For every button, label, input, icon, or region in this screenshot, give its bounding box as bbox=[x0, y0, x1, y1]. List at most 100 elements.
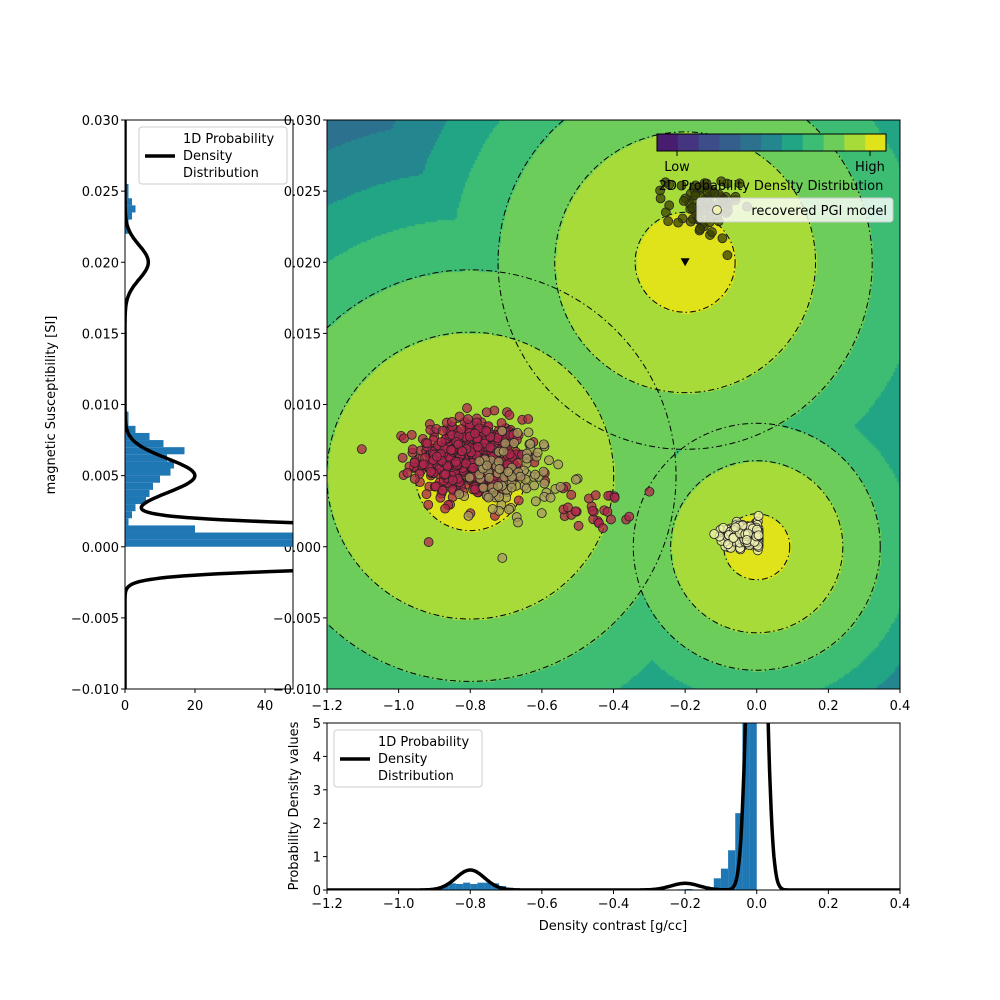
y-tick-label: 0.020 bbox=[82, 256, 119, 271]
scatter-point bbox=[463, 414, 473, 424]
x-tick-label: −0.2 bbox=[669, 897, 701, 912]
bottom-legend-label-2: Density bbox=[378, 752, 428, 767]
y-tick-label: −0.010 bbox=[71, 683, 119, 698]
scatter-point bbox=[753, 510, 764, 521]
scatter-point bbox=[536, 508, 547, 519]
scatter-point bbox=[406, 429, 417, 440]
scatter-point bbox=[734, 178, 745, 189]
colorbar-low-label: Low bbox=[664, 160, 690, 175]
scatter-point bbox=[485, 442, 496, 453]
scatter-point bbox=[456, 424, 467, 435]
x-tick-label: 20 bbox=[187, 699, 204, 714]
y-tick-label: 0.005 bbox=[284, 470, 321, 485]
histogram-bar bbox=[728, 850, 736, 890]
bottom-axes-ticks: −1.2 −1.0 −0.8 −0.6 −0.4 −0.2 0.0 0.2 0.4 0 1 2 3 4 5 bbox=[311, 717, 910, 912]
scatter-point bbox=[753, 530, 764, 541]
y-tick-label: 0.030 bbox=[82, 114, 119, 129]
histogram-bar bbox=[125, 468, 171, 476]
contour-lines bbox=[327, 120, 881, 682]
scatter-point bbox=[356, 444, 367, 455]
left-ylabel: magnetic Susceptibility [SI] bbox=[44, 316, 59, 495]
scatter-point bbox=[402, 467, 413, 478]
scatter-point bbox=[722, 250, 733, 261]
histogram-bar bbox=[125, 539, 293, 547]
x-tick-label: 0.2 bbox=[818, 699, 839, 714]
bottom-legend: 1D Probability Density Distribution bbox=[333, 729, 483, 788]
y-tick-label: 0.005 bbox=[82, 470, 119, 485]
scatter-point bbox=[690, 180, 701, 191]
bottom-xlabel: Density contrast [g/cc] bbox=[539, 919, 687, 934]
scatter-point bbox=[440, 503, 450, 514]
histogram-bar bbox=[477, 882, 485, 890]
scatter-point bbox=[655, 185, 665, 196]
left-axes-ticks: 0 20 40 −0.010 −0.005 0.000 0.005 0.010 0.015 0.0… bbox=[71, 114, 273, 714]
scatter-point bbox=[538, 439, 549, 450]
colorbar-swatch bbox=[823, 134, 845, 151]
scatter-point bbox=[506, 482, 517, 493]
x-tick-label: 0.0 bbox=[746, 897, 767, 912]
scatter-point bbox=[409, 473, 420, 484]
x-tick-label: −0.8 bbox=[454, 699, 486, 714]
scatter-point bbox=[464, 472, 475, 483]
colorbar bbox=[657, 134, 887, 151]
scatter-point bbox=[709, 529, 720, 539]
histogram-bar bbox=[125, 425, 136, 433]
scatter-point bbox=[504, 410, 515, 420]
scatter-point bbox=[437, 425, 448, 436]
scatter-point bbox=[529, 480, 540, 491]
histogram-bar bbox=[448, 883, 456, 890]
scatter-point bbox=[539, 478, 550, 489]
y-tick-label: 0.030 bbox=[284, 114, 321, 129]
histogram-bar bbox=[125, 518, 129, 526]
scatter-point bbox=[707, 227, 717, 237]
scatter-point bbox=[538, 466, 549, 477]
colorbar-swatch bbox=[865, 134, 887, 151]
scatter-point bbox=[730, 522, 741, 533]
scatter-point bbox=[426, 466, 436, 477]
histogram-bar bbox=[125, 205, 136, 213]
y-tick-label: 0.015 bbox=[82, 327, 119, 342]
scatter-point bbox=[487, 504, 498, 514]
scatter-point bbox=[432, 451, 442, 462]
histogram-bar bbox=[125, 525, 195, 533]
scatter-point bbox=[664, 179, 675, 190]
scatter-point bbox=[664, 200, 675, 211]
colorbar-title: 2D Probability Density Distribution bbox=[659, 179, 884, 194]
scatter-point bbox=[474, 456, 485, 467]
scatter-point bbox=[545, 492, 556, 503]
histogram-bar bbox=[125, 496, 146, 505]
scatter-point bbox=[451, 457, 461, 467]
scatter-point bbox=[436, 437, 447, 447]
legend-label-pgi: recovered PGI model bbox=[751, 204, 887, 219]
scatter-point bbox=[470, 484, 480, 495]
scatter-point bbox=[676, 180, 687, 191]
bottom-ylabel: Probability Density values bbox=[287, 721, 302, 890]
scatter-point bbox=[690, 190, 701, 201]
contour-line bbox=[497, 120, 873, 450]
y-tick-label: −0.005 bbox=[273, 612, 321, 627]
contour-line bbox=[670, 460, 844, 634]
y-tick-label: 0.020 bbox=[284, 256, 321, 271]
bottom-legend-label-1: 1D Probability bbox=[378, 735, 469, 750]
y-tick-label: 0.025 bbox=[82, 185, 119, 200]
x-tick-label: −0.8 bbox=[454, 897, 486, 912]
histogram-bar bbox=[125, 532, 293, 540]
x-tick-label: −1.0 bbox=[383, 699, 415, 714]
contour-line bbox=[634, 211, 736, 313]
scatter-point bbox=[446, 445, 457, 455]
left-legend-label-3: Distribution bbox=[183, 166, 259, 181]
scatter-point bbox=[563, 502, 573, 513]
left-legend: 1D Probability Density Distribution bbox=[138, 126, 288, 185]
scatter-point bbox=[570, 474, 581, 485]
y-tick-label: −0.005 bbox=[71, 612, 119, 627]
scatter-point bbox=[678, 196, 689, 206]
scatter-point bbox=[498, 446, 509, 457]
scatter-point bbox=[437, 485, 448, 496]
histogram-bar bbox=[125, 440, 164, 448]
scatter-point bbox=[407, 444, 418, 455]
x-tick-label: 0 bbox=[121, 699, 129, 714]
scatter-point bbox=[463, 510, 474, 521]
scatter-point bbox=[570, 506, 581, 517]
y-tick-label: 0.025 bbox=[284, 185, 321, 200]
scatter-point bbox=[409, 457, 420, 468]
